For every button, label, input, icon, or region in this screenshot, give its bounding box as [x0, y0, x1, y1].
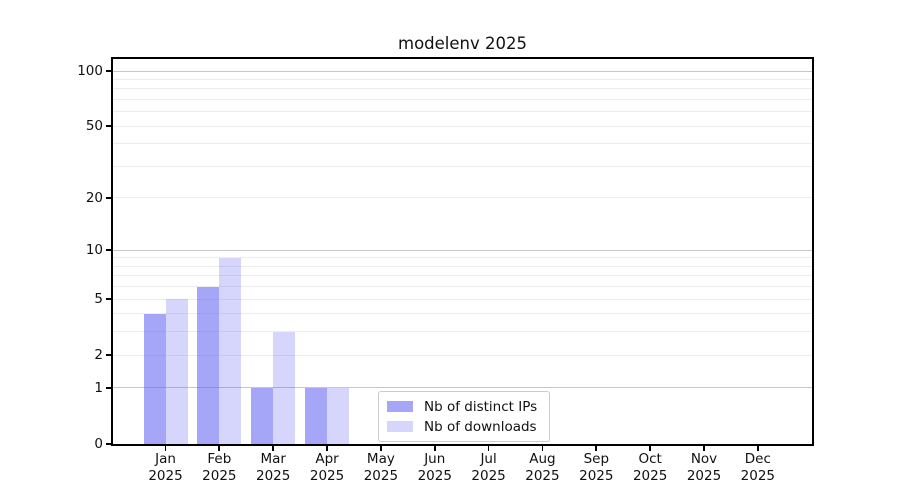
x-tick-label-feb: Feb 2025 [202, 451, 237, 484]
x-tick-aug [541, 446, 544, 451]
x-tick-label-aug: Aug 2025 [525, 451, 560, 484]
y-tick-label-0: 0 [94, 436, 103, 452]
gridline-minor-3 [113, 331, 812, 333]
y-tick-label-10: 10 [85, 242, 103, 259]
legend-item-downloads: Nb of downloads [387, 418, 537, 435]
legend-swatch-distinct-ips [387, 401, 413, 412]
x-tick-label-nov: Nov 2025 [686, 451, 722, 484]
bar-jan-downloads [165, 299, 188, 444]
gridline-minor-90 [113, 79, 812, 80]
x-tick-label-dec: Dec 2025 [740, 451, 776, 484]
gridline-minor-6 [113, 286, 812, 288]
y-tick-2 [106, 354, 111, 357]
y-tick-10 [106, 249, 111, 252]
legend-item-distinct-ips: Nb of distinct IPs [387, 398, 537, 415]
legend: Nb of distinct IPs Nb of downloads [378, 391, 551, 442]
y-tick-0 [106, 443, 111, 445]
gridline-minor-4 [113, 313, 812, 315]
x-tick-jan [164, 446, 167, 451]
x-tick-label-mar: Mar 2025 [256, 451, 291, 484]
x-tick-nov [703, 446, 705, 451]
gridline-minor-50 [113, 125, 812, 127]
gridline-minor-70 [113, 99, 812, 101]
legend-label-distinct-ips: Nb of distinct IPs [424, 398, 538, 415]
x-tick-may [380, 446, 382, 451]
gridline-minor-9 [113, 257, 812, 259]
y-tick-label-100: 100 [77, 63, 103, 80]
gridline-minor-20 [113, 197, 812, 199]
x-tick-jun [433, 446, 436, 451]
y-tick-100 [106, 70, 111, 72]
bar-mar-downloads [273, 331, 296, 444]
x-tick-oct [649, 446, 652, 451]
y-tick-20 [106, 197, 111, 199]
x-tick-mar [272, 446, 275, 451]
bar-mar-distinct-ips [251, 388, 274, 444]
legend-swatch-downloads [387, 421, 413, 432]
bar-feb-distinct-ips [197, 286, 220, 444]
gridline-minor-40 [113, 143, 812, 145]
gridline-major-10 [113, 249, 812, 251]
x-tick-label-jan: Jan 2025 [148, 451, 183, 484]
x-tick-apr [326, 446, 328, 451]
bar-apr-distinct-ips [305, 388, 328, 444]
gridline-minor-5 [113, 298, 812, 300]
y-tick-label-2: 2 [94, 347, 103, 364]
gridline-major-100 [113, 70, 812, 72]
y-tick-1 [106, 387, 111, 389]
gridline-minor-80 [113, 88, 812, 90]
bar-feb-downloads [219, 257, 242, 444]
y-tick-label-20: 20 [85, 189, 103, 206]
y-tick-50 [106, 125, 111, 128]
gridline-minor-60 [113, 111, 812, 113]
bar-jan-distinct-ips [143, 313, 166, 444]
y-tick-5 [106, 298, 111, 301]
x-tick-label-may: May 2025 [363, 451, 399, 484]
x-tick-label-oct: Oct 2025 [632, 451, 668, 484]
x-tick-label-apr: Apr 2025 [309, 451, 345, 484]
y-tick-label-1: 1 [94, 379, 103, 396]
x-tick-label-jul: Jul 2025 [471, 451, 506, 484]
gridline-minor-8 [113, 265, 812, 267]
x-tick-jul [487, 446, 490, 451]
bar-apr-downloads [327, 388, 350, 444]
x-tick-dec [756, 446, 759, 451]
plot-area [111, 57, 814, 446]
legend-label-downloads: Nb of downloads [424, 418, 537, 435]
gridline-minor-30 [113, 166, 812, 168]
y-tick-label-5: 5 [94, 291, 103, 308]
gridline-major-1 [113, 387, 812, 389]
x-tick-label-sep: Sep 2025 [579, 451, 614, 484]
chart-title: modelenv 2025 [398, 34, 527, 53]
y-tick-label-50: 50 [85, 118, 103, 135]
x-tick-sep [595, 446, 598, 451]
gridline-minor-7 [113, 275, 812, 277]
x-tick-feb [218, 446, 221, 451]
x-tick-label-jun: Jun 2025 [417, 451, 452, 484]
gridline-minor-2 [113, 354, 812, 356]
